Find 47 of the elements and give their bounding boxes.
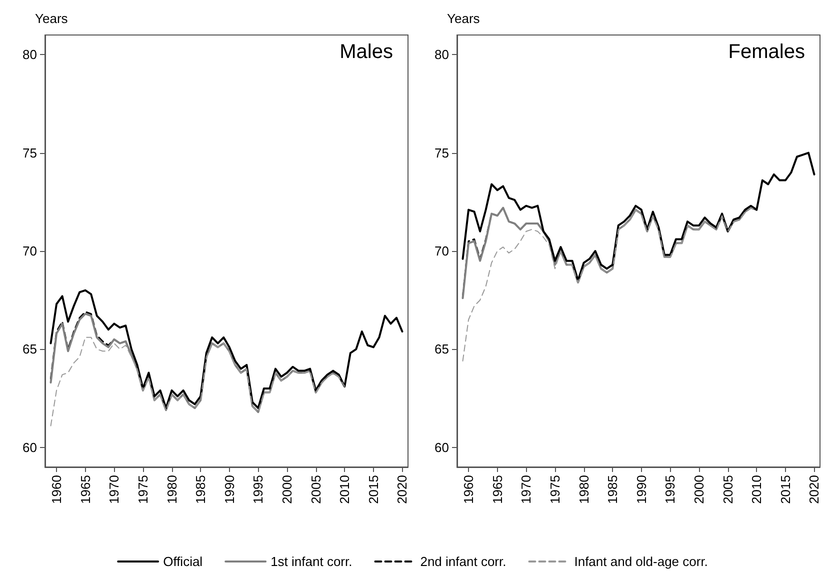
- y-axis-title: Years: [447, 11, 480, 26]
- x-tick-label: 2020: [806, 475, 822, 504]
- x-tick-label: 1995: [662, 475, 678, 504]
- legend-label: 1st infant corr.: [270, 554, 352, 569]
- x-tick-label: 1990: [222, 475, 237, 504]
- legend-label: 2nd infant corr.: [420, 554, 506, 569]
- x-tick-label: 2000: [692, 475, 706, 504]
- x-tick-label: 1980: [576, 475, 592, 504]
- x-tick-label: 2005: [308, 475, 324, 504]
- y-tick-label: 60: [22, 440, 37, 455]
- y-tick-label: 70: [434, 244, 449, 258]
- x-tick-label: 1965: [78, 475, 93, 504]
- x-tick-label: 1975: [547, 475, 562, 504]
- x-tick-label: 2000: [280, 475, 294, 504]
- x-tick-label: 1960: [461, 475, 476, 504]
- y-tick-label: 70: [22, 244, 37, 258]
- y-tick-label: 80: [434, 47, 449, 62]
- line-series: [462, 152, 816, 282]
- x-tick-label: 1970: [518, 475, 534, 504]
- x-tick-label: 1975: [135, 475, 150, 504]
- y-tick-label: 65: [22, 342, 37, 357]
- x-tick-label: 1990: [634, 475, 649, 504]
- chart-title: Males: [340, 41, 394, 63]
- chart-title: Females: [728, 41, 806, 63]
- line-series: [50, 336, 346, 426]
- x-tick-label: 1970: [106, 475, 122, 504]
- x-tick-label: 1985: [605, 475, 620, 504]
- x-tick-label: 2015: [778, 475, 793, 504]
- x-tick-label: 1965: [490, 475, 505, 504]
- x-tick-label: 1960: [49, 475, 64, 504]
- x-tick-label: 1980: [164, 475, 180, 504]
- y-tick-label: 75: [22, 145, 37, 160]
- y-axis-title: Years: [35, 11, 68, 26]
- x-tick-label: 2015: [366, 475, 381, 504]
- x-tick-label: 2010: [337, 475, 352, 504]
- y-tick-label: 65: [434, 342, 449, 357]
- y-tick-label: 60: [434, 440, 449, 455]
- x-tick-label: 1985: [193, 475, 208, 504]
- legend-label: Infant and old-age corr.: [574, 554, 708, 569]
- x-tick-label: 2005: [720, 475, 736, 504]
- x-tick-label: 2010: [749, 475, 764, 504]
- y-tick-label: 75: [434, 145, 449, 160]
- x-tick-label: 1995: [250, 475, 266, 504]
- legend-label: Official: [163, 554, 203, 569]
- x-tick-label: 2020: [394, 475, 410, 504]
- line-series: [50, 289, 404, 410]
- y-tick-label: 80: [22, 47, 37, 62]
